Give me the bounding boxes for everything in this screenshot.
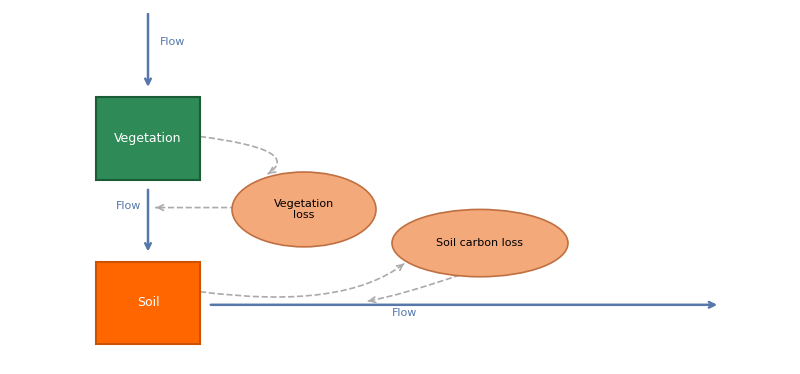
Text: Vegetation: Vegetation: [114, 132, 182, 145]
Text: Flow: Flow: [392, 308, 418, 318]
Text: Flow: Flow: [160, 37, 186, 47]
Ellipse shape: [232, 172, 376, 247]
Text: Flow: Flow: [116, 202, 142, 211]
Text: Vegetation
loss: Vegetation loss: [274, 199, 334, 220]
Ellipse shape: [392, 209, 568, 277]
FancyBboxPatch shape: [96, 262, 200, 344]
FancyBboxPatch shape: [96, 97, 200, 180]
Text: Soil carbon loss: Soil carbon loss: [437, 238, 523, 248]
Text: Soil: Soil: [137, 297, 159, 309]
